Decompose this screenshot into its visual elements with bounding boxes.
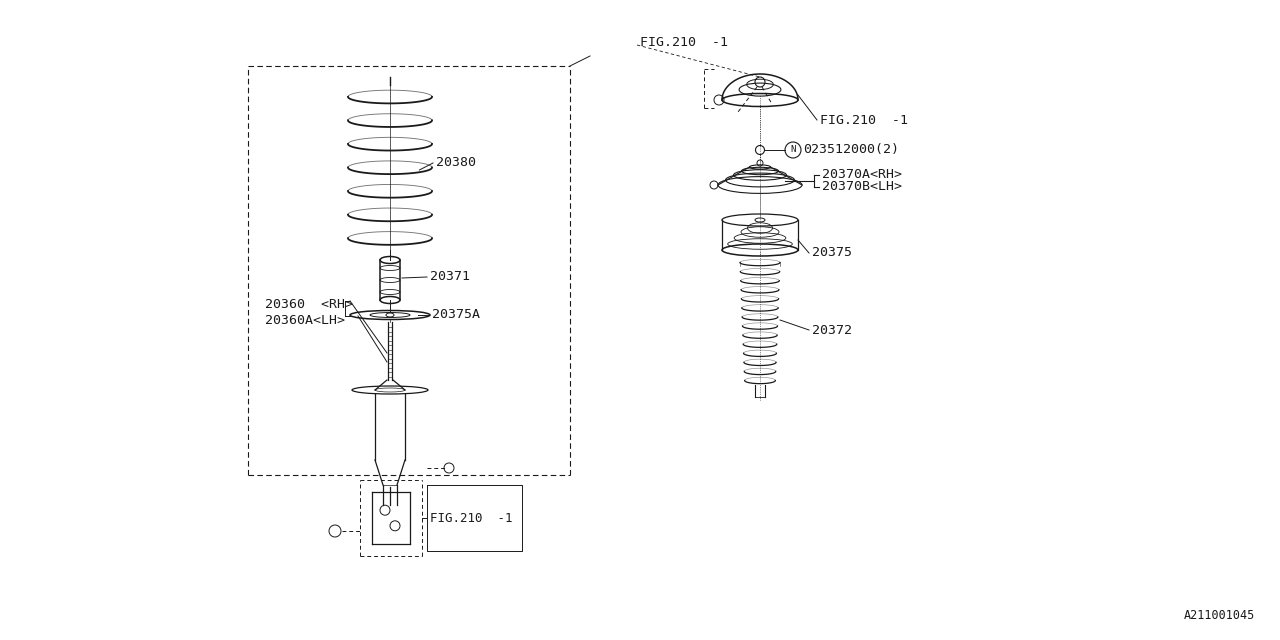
Text: FIG.210  -1: FIG.210 -1 bbox=[640, 35, 728, 49]
Text: 20375A: 20375A bbox=[433, 308, 480, 321]
Text: N: N bbox=[790, 145, 796, 154]
Text: 20360A<LH>: 20360A<LH> bbox=[265, 314, 346, 326]
Text: 20375: 20375 bbox=[812, 246, 852, 259]
Text: A211001045: A211001045 bbox=[1184, 609, 1254, 622]
Text: 023512000(2): 023512000(2) bbox=[803, 143, 899, 157]
Text: FIG.210  -1: FIG.210 -1 bbox=[430, 511, 512, 525]
Text: 20371: 20371 bbox=[430, 271, 470, 284]
Text: 20360  <RH>: 20360 <RH> bbox=[265, 298, 353, 312]
Text: 20370B<LH>: 20370B<LH> bbox=[822, 180, 902, 193]
Text: 20370A<RH>: 20370A<RH> bbox=[822, 168, 902, 182]
Text: 20372: 20372 bbox=[812, 323, 852, 337]
Text: FIG.210  -1: FIG.210 -1 bbox=[820, 113, 908, 127]
Text: 20380: 20380 bbox=[436, 157, 476, 170]
